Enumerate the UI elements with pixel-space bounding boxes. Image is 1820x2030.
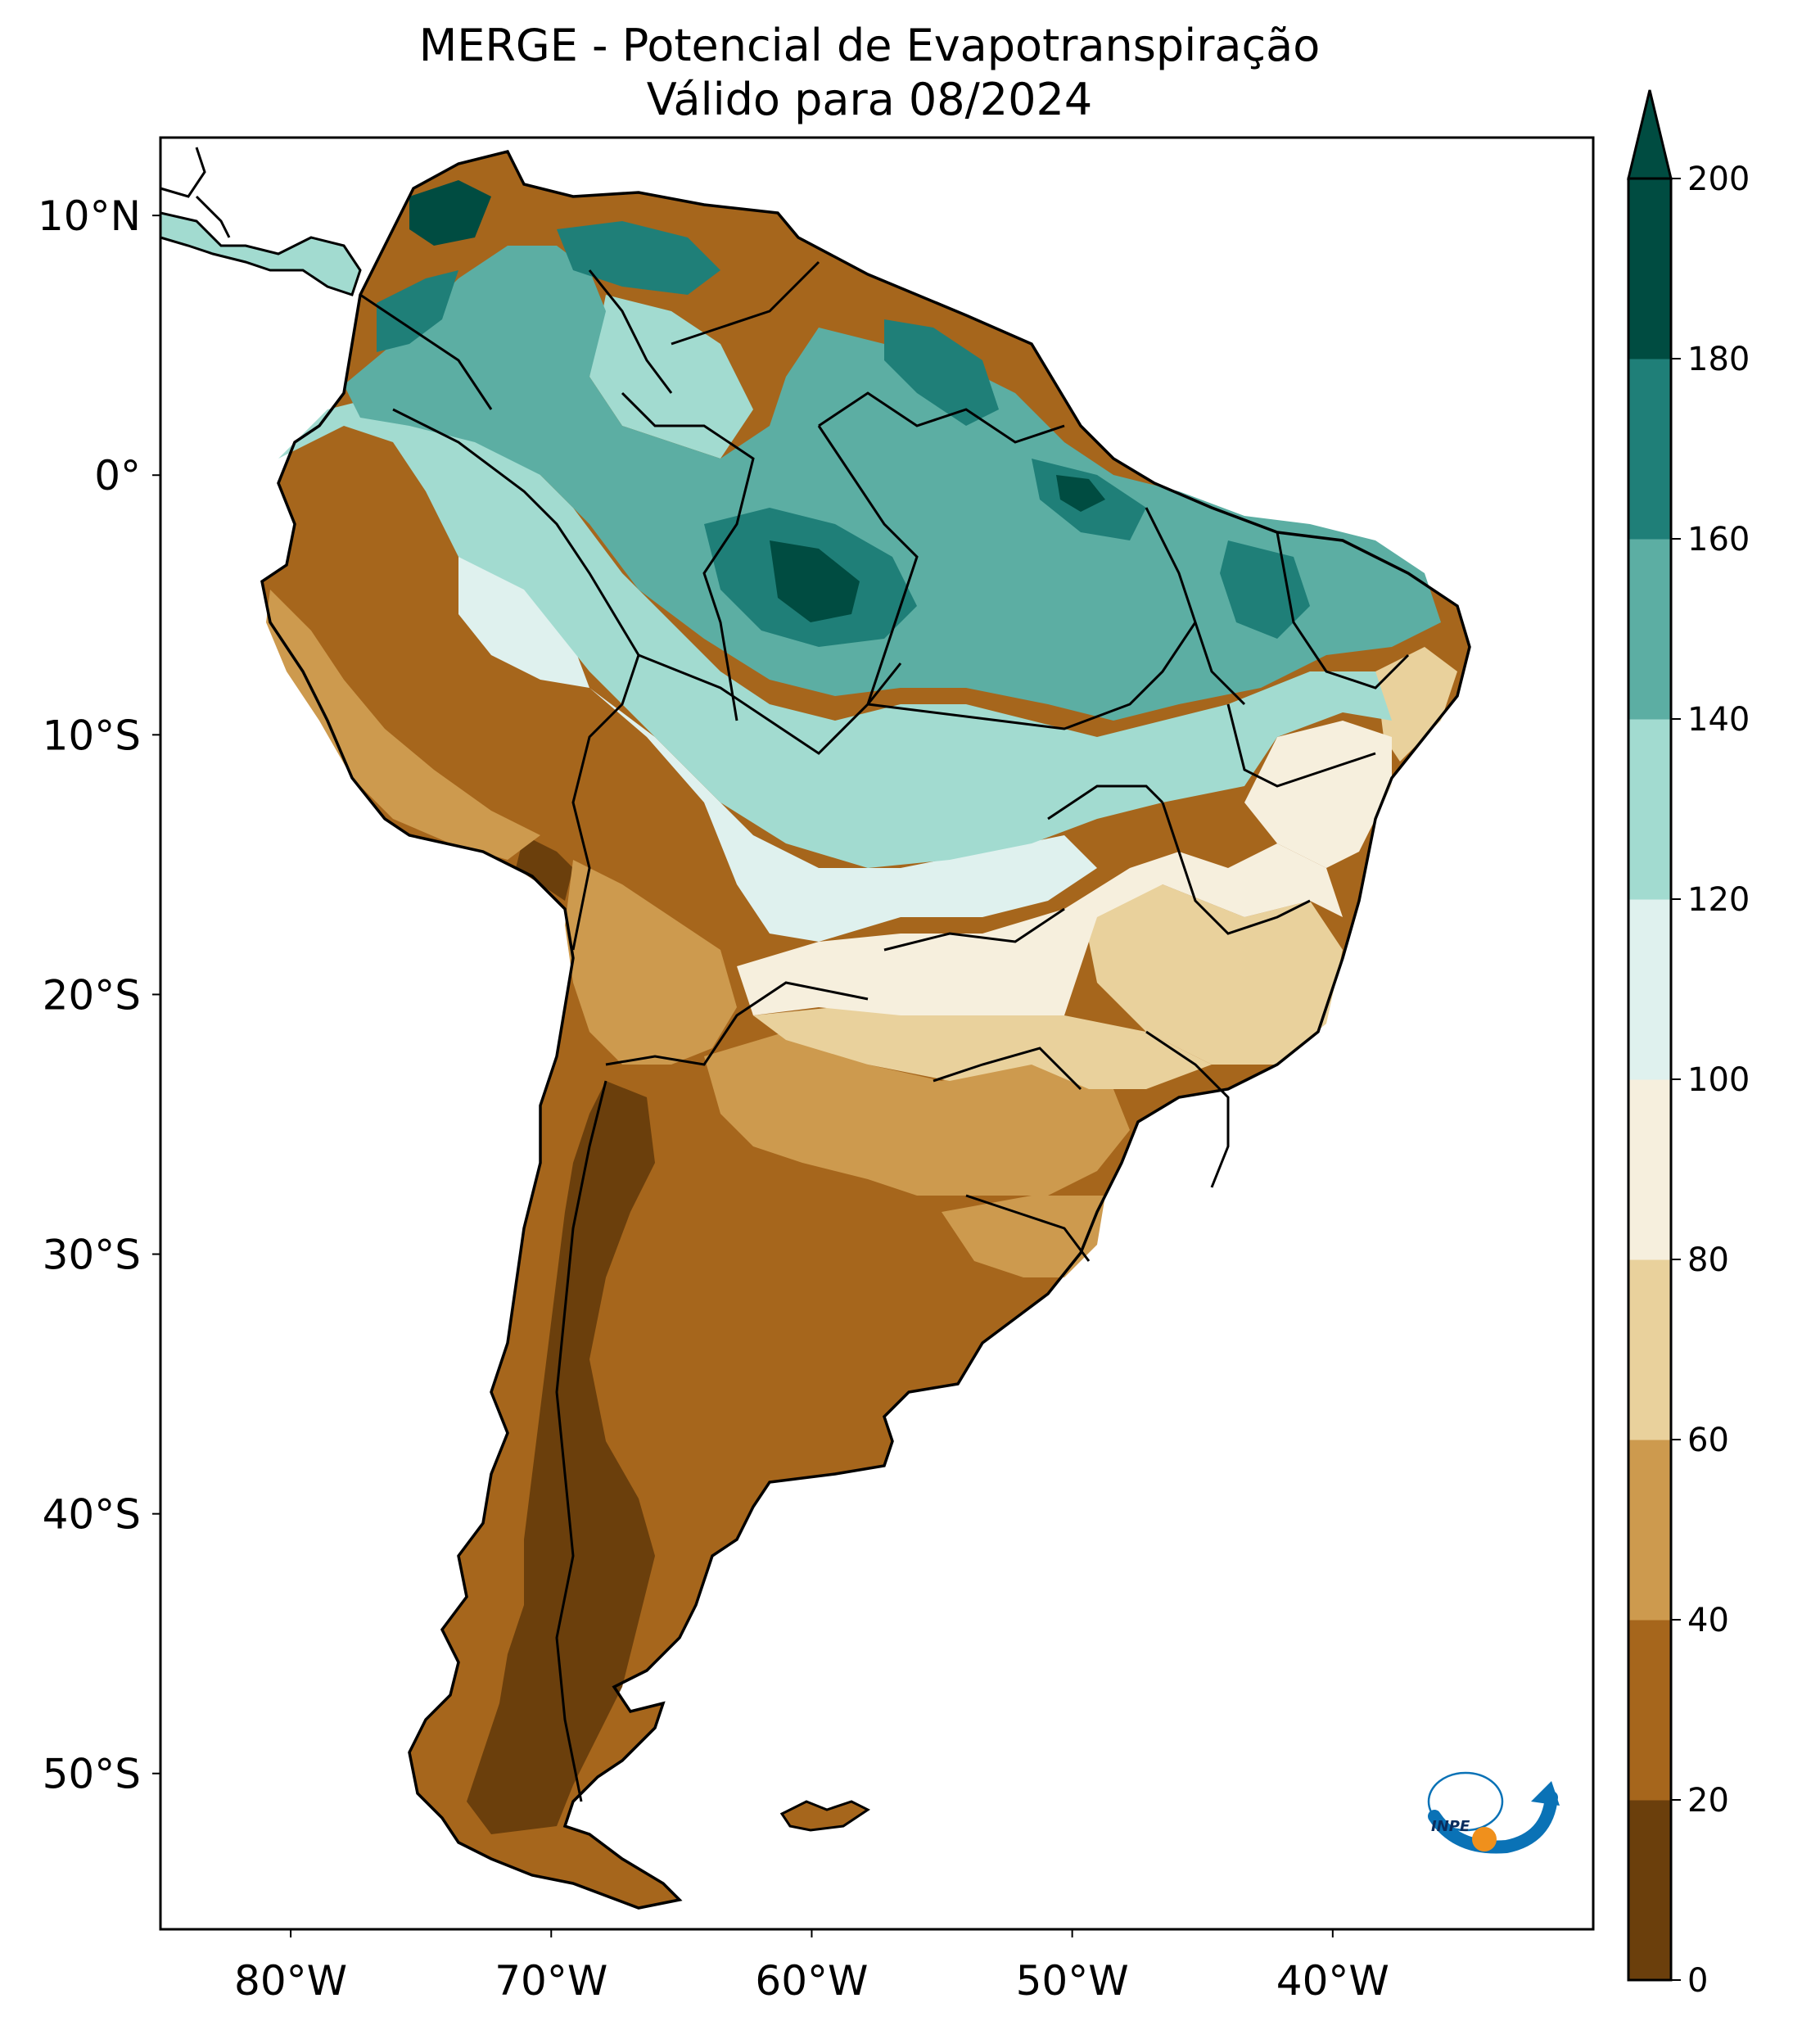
- colorbar-segment: [1628, 359, 1671, 540]
- colorbar-tick-label: 40: [1687, 1602, 1729, 1639]
- zone-180-200-amazon: [770, 540, 860, 622]
- lat-tick-label: 10°N: [38, 192, 141, 240]
- colorbar-tick-label: 80: [1687, 1241, 1729, 1279]
- colorbar-segment: [1628, 179, 1671, 359]
- zone-40-60-coast: [266, 590, 540, 860]
- lat-tick-label: 0°: [94, 452, 141, 500]
- colorbar-tick-label: 160: [1687, 521, 1750, 558]
- lon-tick-label: 50°W: [1016, 1957, 1129, 2005]
- map-frame: [159, 136, 1595, 1931]
- colorbar-segments: [1627, 177, 1673, 1982]
- logo-swirl-icon: [1427, 1771, 1504, 1832]
- colorbar-segment: [1628, 539, 1671, 720]
- zone-100-120: [458, 622, 1097, 942]
- colorbar-segment: [1628, 899, 1671, 1080]
- lat-tick-label: 20°S: [43, 971, 141, 1019]
- zone-40-60: [565, 860, 737, 1065]
- colorbar: 0 20 40 60 80 100 120 140 160 180 200: [1627, 89, 1750, 2000]
- colorbar-tick-label: 20: [1687, 1782, 1729, 1820]
- zone-160-180-guiana: [884, 319, 999, 426]
- colorbar-tick-label: 120: [1687, 881, 1750, 919]
- central-america: [160, 211, 362, 296]
- lat-tick-label: 50°S: [43, 1751, 141, 1798]
- colorbar-tick-label: 60: [1687, 1422, 1729, 1459]
- colorbar-tick-label: 180: [1687, 341, 1750, 378]
- logo-arrow-icon: [1531, 1781, 1560, 1806]
- colorbar-segment: [1628, 1259, 1671, 1440]
- evapotranspiration-field: [160, 147, 1471, 1910]
- title-line-1: MERGE - Potencial de Evapotranspiração: [419, 20, 1321, 71]
- zone-160-180-west: [377, 270, 458, 352]
- colorbar-segment: [1628, 1620, 1671, 1801]
- zone-140-160: [344, 246, 1441, 721]
- colorbar-tick-label: 200: [1687, 161, 1750, 198]
- colorbar-segment: [1628, 1800, 1671, 1981]
- colorbar-extend-arrow: [1627, 89, 1673, 180]
- latitude-tick-labels: 10°N 0° 10°S 20°S 30°S 40°S 50°S: [38, 192, 160, 1798]
- zone-160-180-maranhao: [1220, 540, 1310, 639]
- country-borders: [359, 260, 1410, 1802]
- zone-0-20: [467, 1081, 655, 1834]
- colorbar-segment: [1628, 1440, 1671, 1621]
- zone-180-200-caribbean: [409, 180, 491, 246]
- colorbar-tick-label: 0: [1687, 1962, 1708, 2000]
- central-america-borders: [160, 147, 231, 238]
- lon-tick-label: 70°W: [495, 1957, 607, 2005]
- colorbar-tick-label: 100: [1687, 1061, 1750, 1099]
- zone-80-100-ne: [1244, 721, 1392, 868]
- colorbar-segment: [1628, 719, 1671, 900]
- logo-arc: [1428, 1791, 1558, 1854]
- longitude-tick-labels: 80°W 70°W 60°W 50°W 40°W: [234, 1929, 1389, 2005]
- colorbar-segment: [1628, 1079, 1671, 1260]
- lon-tick-label: 80°W: [234, 1957, 347, 2005]
- colorbar-tick-label: 140: [1687, 701, 1750, 739]
- zone-60-80-east: [1081, 884, 1343, 1065]
- inpe-logo: INPE: [1427, 1771, 1560, 1854]
- lon-tick-label: 60°W: [755, 1957, 868, 2005]
- lat-tick-label: 10°S: [43, 712, 141, 759]
- lat-tick-label: 40°S: [43, 1491, 141, 1539]
- zone-0-20-north: [516, 835, 573, 901]
- zone-100-120-west: [458, 557, 589, 688]
- zone-120-140: [278, 393, 1392, 868]
- falkland-islands: [779, 1800, 870, 1832]
- colorbar-tick-labels: 0 20 40 60 80 100 120 140 160 180 200: [1671, 161, 1750, 2000]
- zone-60-80-ne: [1375, 647, 1457, 762]
- zone-40-60-b: [704, 1032, 1130, 1196]
- map-panel: [159, 136, 1595, 1931]
- logo-dot-icon: [1472, 1827, 1497, 1851]
- lon-tick-label: 40°W: [1276, 1957, 1389, 2005]
- zone-120-140-north: [589, 295, 753, 459]
- coastline: [260, 149, 1471, 1910]
- title-line-2: Válido para 08/2024: [647, 74, 1092, 125]
- zone-40-60-south: [942, 1196, 1105, 1277]
- zone-160-180-north: [557, 221, 720, 295]
- logo-text: INPE: [1431, 1818, 1470, 1835]
- lat-tick-label: 30°S: [43, 1232, 141, 1279]
- zone-180-200-mouth: [1056, 475, 1105, 512]
- zone-60-80: [753, 1007, 1212, 1089]
